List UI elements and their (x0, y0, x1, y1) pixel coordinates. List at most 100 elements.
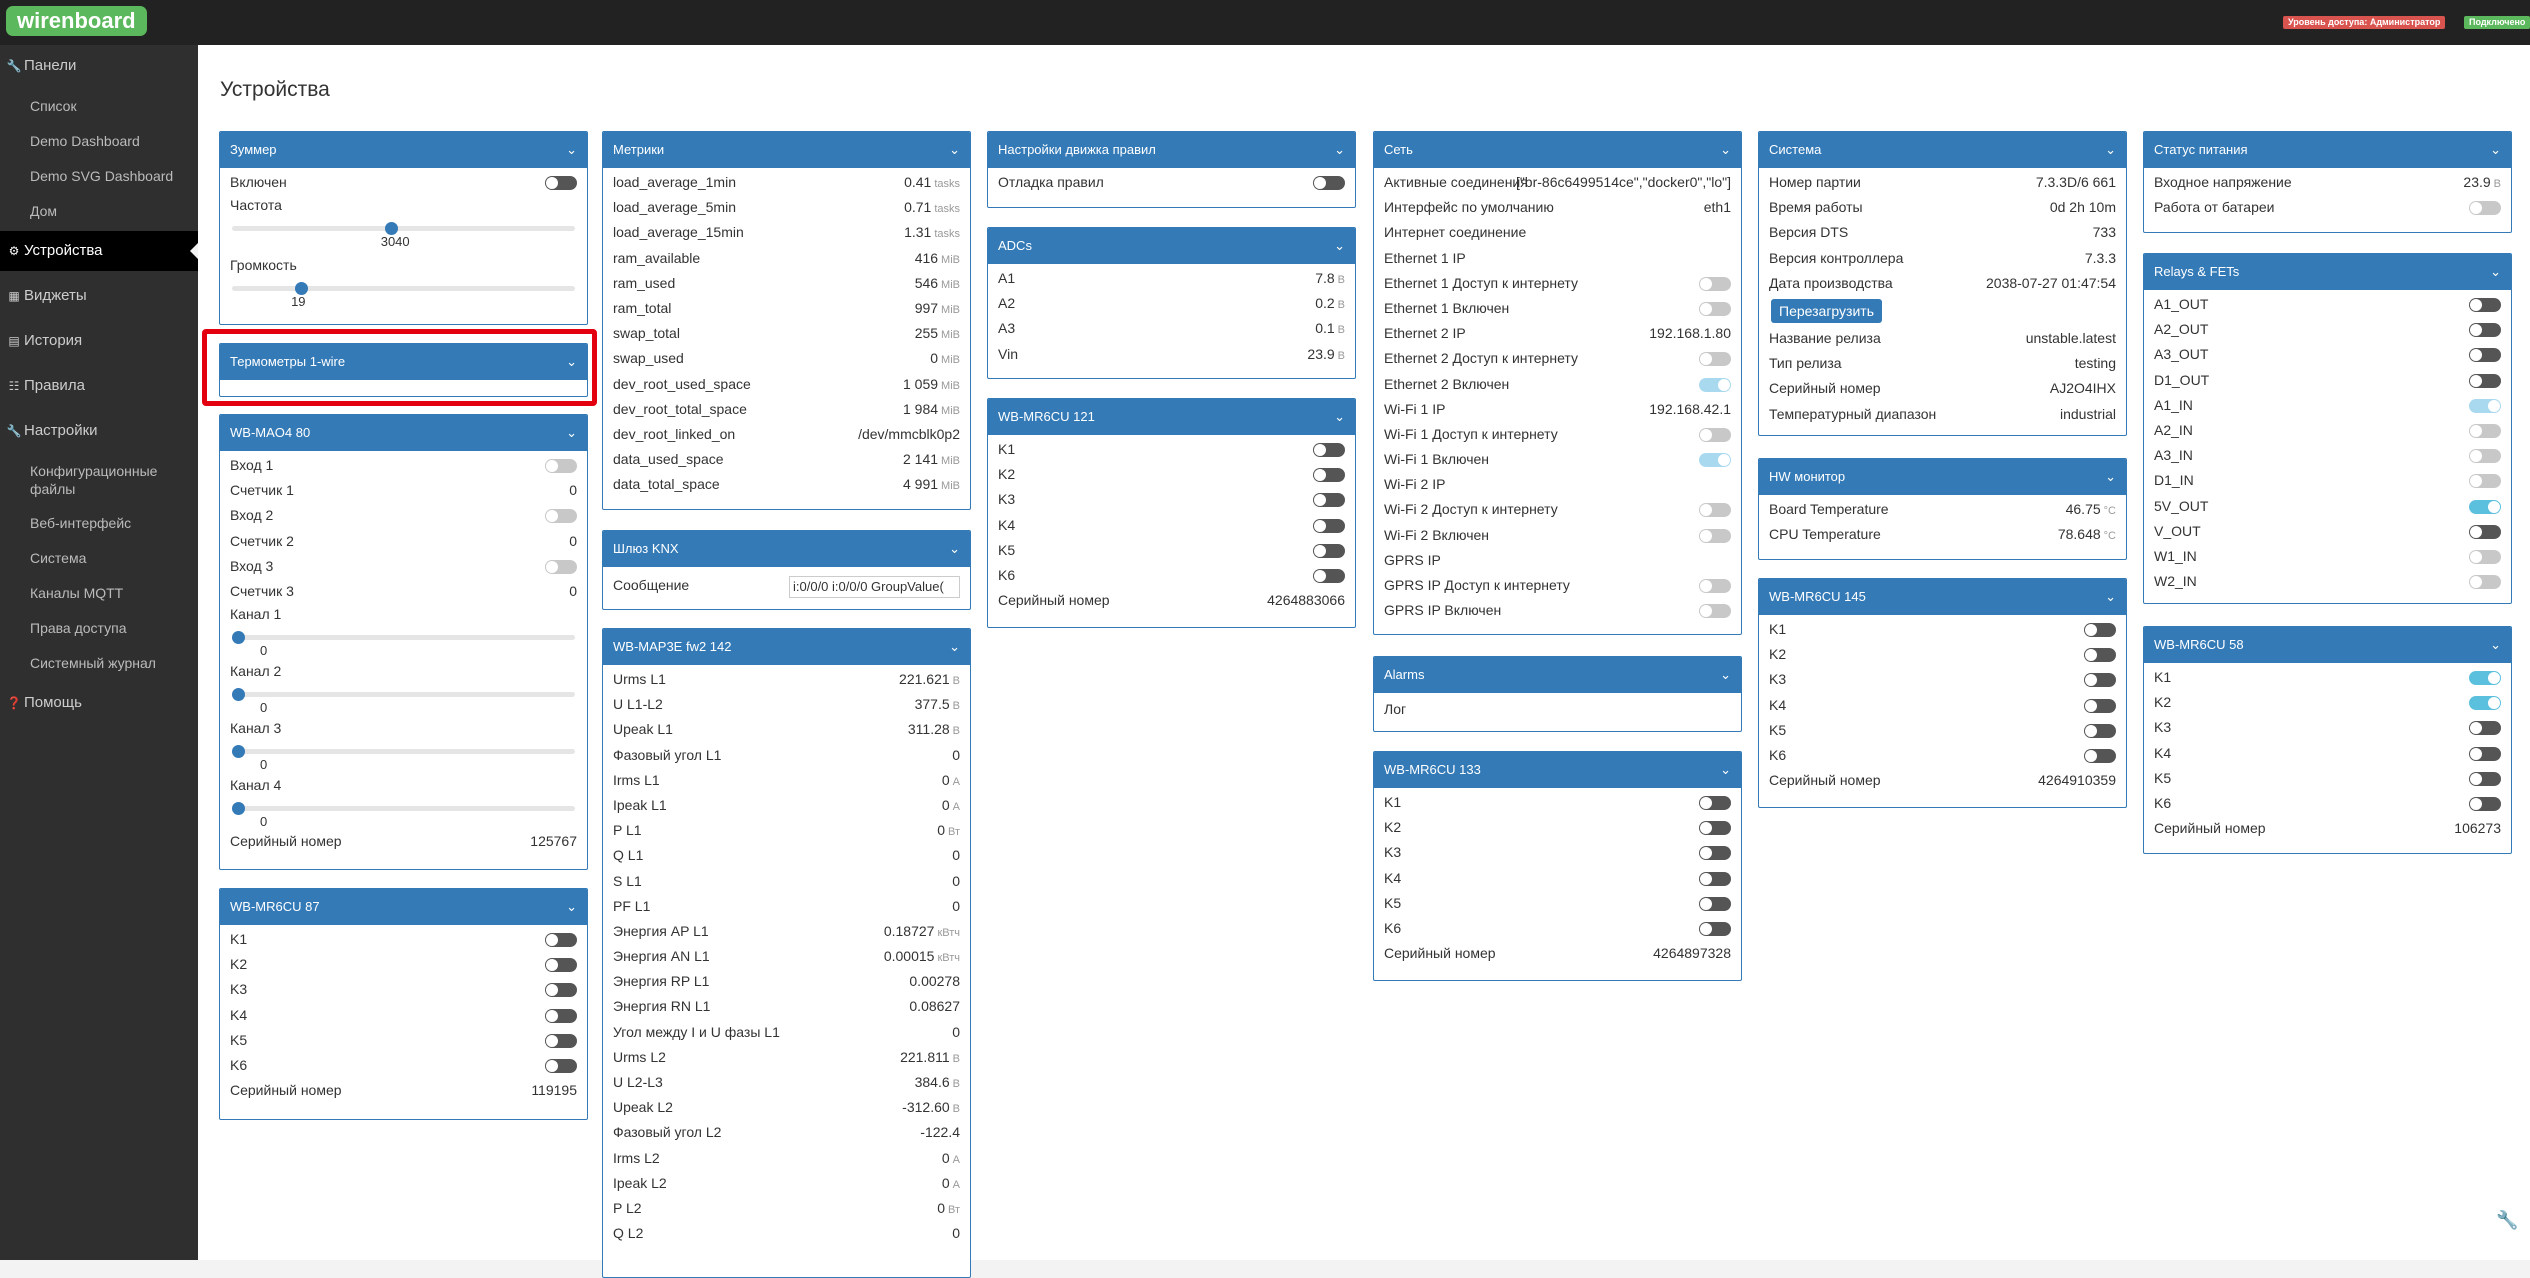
toggle-switch[interactable] (1699, 579, 1731, 593)
panel-header[interactable]: Шлюз KNX ⌄ (603, 531, 970, 567)
toggle-switch[interactable] (1699, 427, 1731, 442)
panel-header[interactable]: Термометры 1-wire ⌄ (220, 344, 587, 380)
channel-slider[interactable]: 0 (220, 738, 587, 775)
toggle-switch[interactable] (545, 509, 577, 524)
chevron-down-icon[interactable]: ⌄ (1334, 238, 1345, 253)
chevron-down-icon[interactable]: ⌄ (1334, 409, 1345, 424)
frequency-slider[interactable]: 3040 (220, 215, 587, 251)
toggle-switch[interactable] (2084, 698, 2116, 713)
logo[interactable]: wirenboard (6, 6, 147, 36)
slider-handle[interactable] (232, 688, 245, 702)
toggle-switch[interactable] (2469, 549, 2501, 564)
sidebar-item-widgets[interactable]: ▦ Виджеты (0, 276, 198, 316)
chevron-down-icon[interactable]: ⌄ (566, 899, 577, 914)
chevron-down-icon[interactable]: ⌄ (2490, 264, 2501, 279)
toggle-switch[interactable] (2469, 348, 2501, 363)
panel-header[interactable]: Система ⌄ (1759, 132, 2126, 168)
chevron-down-icon[interactable]: ⌄ (566, 142, 577, 157)
chevron-down-icon[interactable]: ⌄ (949, 541, 960, 556)
toggle-switch[interactable] (2469, 373, 2501, 388)
slider-handle[interactable] (295, 282, 309, 296)
panel-header[interactable]: WB-MR6CU 145 ⌄ (1759, 579, 2126, 615)
toggle-switch[interactable] (545, 1008, 577, 1023)
chevron-down-icon[interactable]: ⌄ (949, 142, 960, 157)
toggle-switch[interactable] (2469, 474, 2501, 489)
toggle-switch[interactable] (2469, 721, 2501, 736)
toggle-switch[interactable] (2469, 423, 2501, 438)
panel-header[interactable]: WB-MR6CU 121 ⌄ (988, 399, 1355, 435)
toggle-switch[interactable] (545, 983, 577, 998)
toggle-switch[interactable] (2469, 398, 2501, 413)
toggle-switch[interactable] (2469, 499, 2501, 514)
toggle-switch[interactable] (1313, 443, 1345, 457)
toggle-switch[interactable] (1313, 468, 1345, 483)
sidebar-subitem-demo-svg-dashboard[interactable]: Demo SVG Dashboard (30, 168, 174, 184)
panel-header[interactable]: Статус питания ⌄ (2144, 132, 2511, 168)
panel-header[interactable]: Relays & FETs ⌄ (2144, 254, 2511, 290)
toggle-switch[interactable] (1699, 871, 1731, 886)
toggle-switch[interactable] (1699, 377, 1731, 392)
chevron-down-icon[interactable]: ⌄ (1720, 142, 1731, 157)
chevron-down-icon[interactable]: ⌄ (2105, 142, 2116, 157)
knx-message-input[interactable]: i:0/0/0 i:0/0/0 GroupValue( (789, 576, 960, 598)
sidebar-subitem-list[interactable]: Список (30, 98, 77, 114)
sidebar-subitem-system[interactable]: Система (30, 550, 87, 566)
toggle-switch[interactable] (2469, 746, 2501, 761)
toggle-switch[interactable] (1699, 896, 1731, 911)
toggle-switch[interactable] (2469, 796, 2501, 811)
toggle-switch[interactable] (1699, 846, 1731, 861)
reboot-button[interactable]: Перезагрузить (1771, 298, 1882, 323)
toggle-switch[interactable] (1699, 796, 1731, 810)
toggle-switch[interactable] (1699, 503, 1731, 518)
toggle-switch[interactable] (545, 933, 577, 947)
toggle-switch[interactable] (1699, 276, 1731, 291)
toggle-switch[interactable] (1313, 518, 1345, 533)
toggle-switch[interactable] (2469, 575, 2501, 590)
toggle-switch[interactable] (1699, 301, 1731, 316)
panel-header[interactable]: HW монитор ⌄ (1759, 459, 2126, 495)
slider-handle[interactable] (232, 745, 245, 759)
panel-header[interactable]: WB-MR6CU 58 ⌄ (2144, 627, 2511, 663)
toggle-switch[interactable] (1313, 493, 1345, 508)
slider-handle[interactable] (232, 802, 245, 816)
toggle-switch[interactable] (1699, 921, 1731, 936)
toggle-switch[interactable] (1699, 352, 1731, 367)
panel-header[interactable]: ADCs ⌄ (988, 228, 1355, 264)
sidebar-item-history[interactable]: ▤ История (0, 321, 198, 361)
slider-handle[interactable] (232, 631, 245, 645)
toggle-switch[interactable] (2469, 323, 2501, 338)
panel-header[interactable]: Настройки движка правил ⌄ (988, 132, 1355, 168)
panel-header[interactable]: Сеть ⌄ (1374, 132, 1741, 168)
sidebar-subitem-web-ui[interactable]: Веб-интерфейс (30, 515, 132, 531)
sidebar-subitem-system-log[interactable]: Системный журнал (30, 655, 156, 671)
toggle-switch[interactable] (1699, 528, 1731, 543)
panel-header[interactable]: Alarms ⌄ (1374, 657, 1741, 693)
toggle-switch[interactable] (1313, 543, 1345, 558)
toggle-switch[interactable] (2469, 201, 2501, 216)
toggle-switch[interactable] (1699, 604, 1731, 619)
chevron-down-icon[interactable]: ⌄ (949, 639, 960, 654)
channel-slider[interactable]: 0 (220, 624, 587, 661)
toggle-switch[interactable] (545, 1058, 577, 1073)
toggle-switch[interactable] (2469, 696, 2501, 711)
volume-slider[interactable]: 19 (220, 275, 587, 311)
chevron-down-icon[interactable]: ⌄ (566, 354, 577, 369)
panel-header[interactable]: Зуммер ⌄ (220, 132, 587, 168)
panel-header[interactable]: WB-MR6CU 87 ⌄ (220, 889, 587, 925)
panel-header[interactable]: WB-MAP3E fw2 142 ⌄ (603, 629, 970, 665)
sidebar-subitem-home[interactable]: Дом (30, 203, 58, 219)
panel-header[interactable]: Метрики ⌄ (603, 132, 970, 168)
channel-slider[interactable]: 0 (220, 681, 587, 718)
toggle-switch[interactable] (545, 459, 577, 473)
sidebar-item-settings[interactable]: 🔧 Настройки (0, 411, 198, 451)
toggle-switch[interactable] (2084, 723, 2116, 738)
slider-handle[interactable] (384, 222, 398, 236)
sidebar-item-panels[interactable]: 🔧 Панели (0, 46, 198, 86)
toggle-switch[interactable] (1313, 568, 1345, 583)
sidebar-item-help[interactable]: ❓ Помощь (0, 683, 198, 723)
toggle-switch[interactable] (545, 958, 577, 973)
toggle-switch[interactable] (2084, 623, 2116, 637)
chevron-down-icon[interactable]: ⌄ (2105, 589, 2116, 604)
toggle-switch[interactable] (1699, 821, 1731, 836)
sidebar-subitem-mqtt-channels[interactable]: Каналы MQTT (30, 585, 124, 601)
